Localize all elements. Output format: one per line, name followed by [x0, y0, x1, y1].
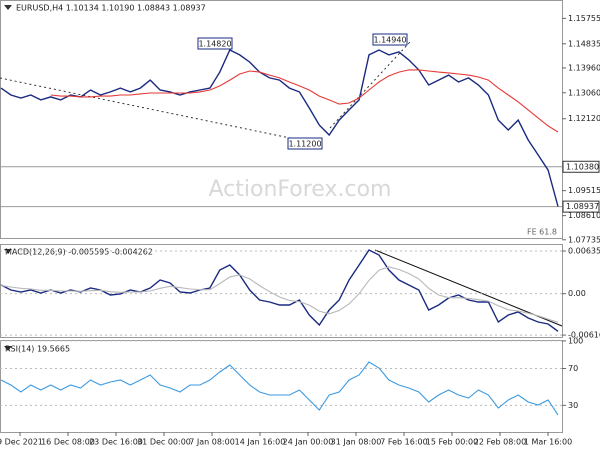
annotation: 1.11200 — [288, 140, 321, 149]
main-panel — [0, 0, 563, 239]
y-tick-label: 1.12120 — [568, 114, 600, 123]
y-tick-label: -0.006164 — [568, 331, 600, 340]
y-tick-label: 100 — [568, 336, 583, 345]
x-tick-label: 1 Mar 16:00 — [524, 438, 572, 447]
x-tick-label: 15 Feb 00:00 — [426, 438, 478, 447]
annotation: 1.14820 — [198, 40, 231, 49]
price-tag — [562, 160, 600, 173]
y-tick-label: 1.14835 — [568, 39, 600, 48]
series-line — [0, 266, 559, 323]
watermark: ActionForex.com — [209, 177, 392, 202]
annotation: FE 61.8 — [527, 228, 557, 237]
y-tick-label: 1.09515 — [568, 186, 600, 195]
menu-icon — [4, 346, 12, 351]
x-tick-label: 16 Dec 08:00 — [41, 438, 95, 447]
series-line — [0, 49, 559, 207]
x-tick-label: 7 Jan 08:00 — [189, 438, 235, 447]
y-tick-label: 30 — [568, 401, 578, 410]
price-tag-label: 1.10380 — [566, 162, 599, 171]
chart-title: EURUSD,H4 1.10134 1.10190 1.08843 1.0893… — [16, 4, 206, 13]
trend-line — [0, 77, 291, 139]
annotation: 1.14940 — [373, 36, 406, 45]
y-tick-label: 0.006354 — [568, 247, 600, 256]
x-tick-label: 23 Dec 16:00 — [89, 438, 143, 447]
y-tick-label: 1.15755 — [568, 14, 600, 23]
x-tick-label: 7 Feb 16:00 — [380, 438, 427, 447]
menu-icon — [4, 5, 12, 10]
y-tick-label: 1.07735 — [568, 235, 600, 244]
macd-panel — [0, 244, 563, 338]
annotation-box — [287, 137, 323, 150]
y-tick-label: 1.13060 — [568, 88, 600, 97]
x-tick-label: 31 Jan 08:00 — [331, 438, 382, 447]
series-line — [50, 69, 559, 133]
y-tick-label: 70 — [568, 364, 578, 373]
y-tick-label: 1.13960 — [568, 63, 600, 72]
macd-title: MACD(12,26,9) -0.005595 -0.004262 — [5, 248, 153, 257]
price-tag-label: 1.08937 — [566, 202, 599, 211]
annotation-box — [197, 37, 233, 50]
x-tick-label: 24 Jan 00:00 — [283, 438, 334, 447]
y-tick-label: 1.08610 — [568, 211, 600, 220]
x-tick-label: 14 Jan 16:00 — [235, 438, 286, 447]
x-tick-label: 9 Dec 2021 — [0, 438, 43, 447]
menu-icon — [4, 249, 12, 254]
y-tick-label: 0.00 — [568, 289, 586, 298]
annotation-box — [372, 33, 408, 46]
price-tag — [562, 200, 600, 213]
x-tick-label: 31 Dec 00:00 — [137, 438, 191, 447]
series-line — [0, 361, 559, 416]
x-tick-label: 22 Feb 08:00 — [474, 438, 526, 447]
rsi-title: RSI(14) 19.5665 — [5, 345, 70, 354]
